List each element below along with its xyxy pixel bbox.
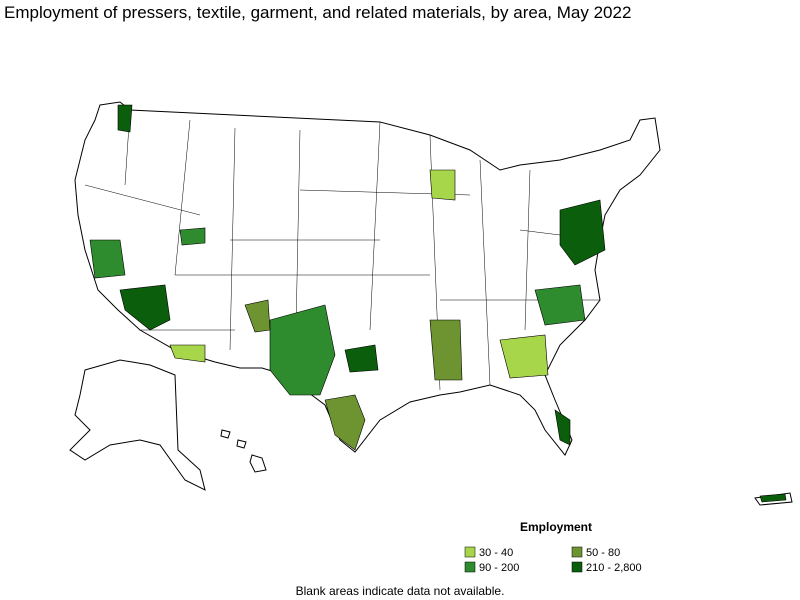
legend-label: 90 - 200 [479,562,519,574]
legend-label: 30 - 40 [479,547,513,559]
legend-label: 210 - 2,800 [586,562,642,574]
legend-swatch [571,561,583,573]
footnote: Blank areas indicate data not available. [296,584,505,598]
legend-swatch [571,546,583,558]
hawaii [220,429,267,473]
legend-swatch [464,546,476,558]
us-map [69,101,793,506]
legend-label: 50 - 80 [586,547,620,559]
legend-swatch [464,561,476,573]
state-borders [84,109,601,391]
alaska [69,359,206,491]
data-areas [89,104,787,503]
legend: Employment 30 - 40 50 - 80 90 - 200 210 - 2… [464,520,642,574]
legend-title: Employment [520,520,592,534]
map-title: Employment of pressers, textile, garment… [4,3,631,22]
